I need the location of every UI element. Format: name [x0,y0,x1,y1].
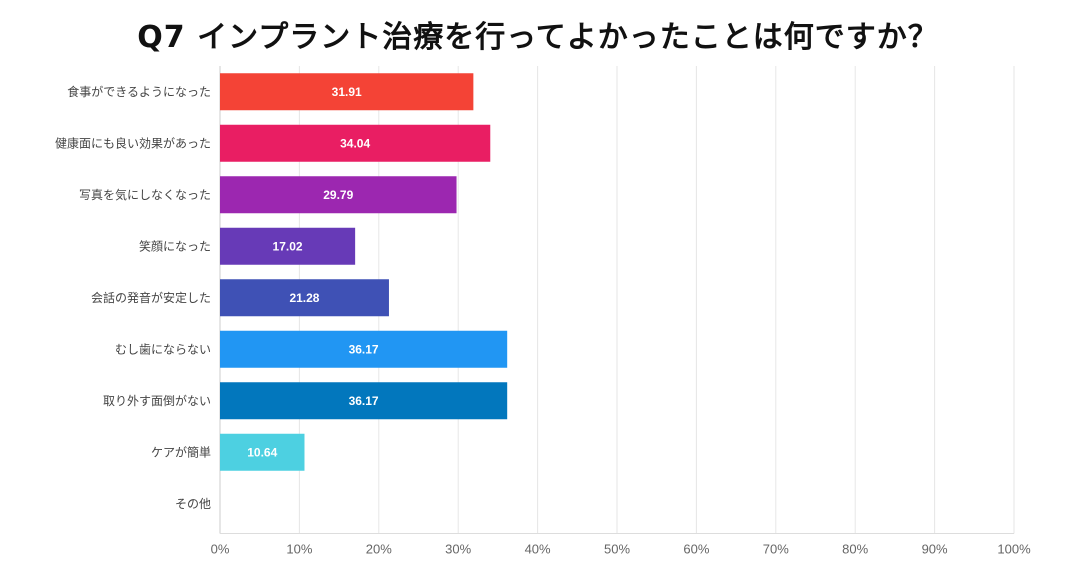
x-tick-label: 80% [842,542,868,557]
x-tick-label: 100% [997,542,1031,557]
x-tick-labels: 0% 10% 20% 30% 40% 50% 60% 70% 80% 90% 100% [211,542,1031,557]
bar [220,433,305,471]
data-label: 21.28 [289,291,319,305]
category-labels: 食事ができるようになった健康面にも良い効果があった写真を気にしなくなった笑顔にな… [55,84,211,511]
x-tick-label: 10% [286,542,312,557]
bar [220,382,508,420]
x-tick-label: 40% [525,542,551,557]
category-label: むし歯にならない [115,342,211,356]
x-tick-label: 0% [211,542,230,557]
category-label: 健康面にも良い効果があった [55,135,211,150]
category-label: 写真を気にしなくなった [79,187,211,202]
data-label: 36.17 [349,342,379,356]
data-label: 17.02 [273,239,303,253]
data-labels: 31.91 34.04 29.79 17.02 21.28 36.17 36.17 10.64 [247,85,379,460]
data-label: 10.64 [247,445,277,459]
category-label: 会話の発音が安定した [91,290,211,305]
x-tick-label: 70% [763,542,789,557]
bar [220,227,356,265]
bar [220,124,491,162]
x-tick-label: 60% [683,542,709,557]
category-label: 取り外す面倒がない [103,393,211,408]
category-label: 笑顔になった [139,238,211,253]
bar [220,330,508,368]
data-label: 34.04 [340,136,370,150]
bar [220,176,457,214]
x-tick-label: 30% [445,542,471,557]
bar [220,73,474,111]
x-tick-label: 20% [366,542,392,557]
category-label: 食事ができるようになった [67,84,211,99]
data-label: 36.17 [349,394,379,408]
data-label: 31.91 [332,85,362,99]
bars [220,73,508,471]
chart-title: Q7 インプラント治療を行ってよかったことは何ですか？ [137,20,939,55]
bar [220,279,389,317]
x-tick-label: 90% [922,542,948,557]
category-label: ケアが簡単 [151,444,211,459]
x-tick-label: 50% [604,542,630,557]
category-label: その他 [175,497,211,511]
data-label: 29.79 [323,188,353,202]
